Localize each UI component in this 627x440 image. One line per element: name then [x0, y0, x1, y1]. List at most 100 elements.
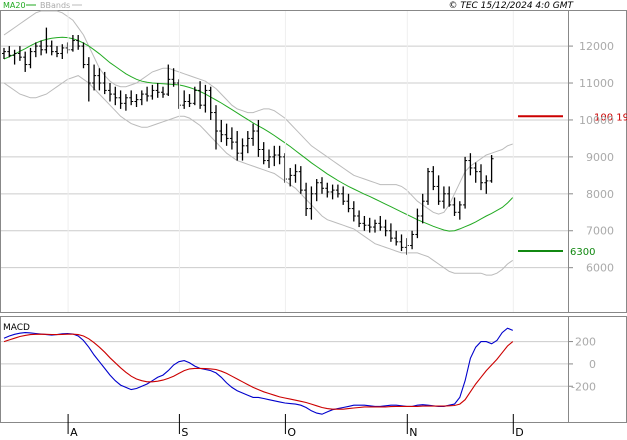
ohlc-bar — [108, 83, 112, 102]
price-grid — [1, 45, 568, 269]
ohlc-bar — [55, 46, 59, 58]
ohlc-bar — [203, 84, 208, 113]
x-tick-label: S — [181, 426, 188, 439]
macd-series — [3, 327, 514, 415]
ohlc-bar — [441, 186, 446, 209]
ohlc-bar — [33, 42, 38, 58]
ohlc-bar — [436, 175, 441, 205]
ohlc-bar — [198, 81, 203, 109]
macd-panel — [0, 316, 569, 423]
ohlc-bar — [214, 105, 218, 150]
ohlc-bar — [388, 223, 393, 242]
ohlc-bar — [362, 215, 367, 231]
legend-bbands: BBands — [40, 1, 70, 10]
ohlc-bar — [17, 46, 22, 61]
ohlc-bar — [208, 86, 213, 120]
ohlc-bar — [86, 57, 91, 102]
ohlc-bar — [192, 86, 197, 106]
ohlc-bar — [23, 51, 28, 72]
ohlc-bar — [129, 90, 134, 106]
price-axis-ticks: 6000 7000 8000 9000 10000 11000 12000 — [568, 40, 614, 275]
ohlc-bar — [166, 64, 171, 96]
ohlc-bar — [7, 46, 12, 58]
ohlc-bar — [118, 90, 123, 109]
ohlc-bar — [320, 177, 324, 194]
ohlc-bar — [235, 131, 240, 161]
ohlc-bar — [49, 40, 54, 56]
macd-axis-frame — [568, 316, 627, 423]
price-tick-label: 10000 — [579, 114, 614, 127]
macd-axis-ticks: -200 0 200 — [568, 336, 596, 393]
ohlc-bar — [357, 210, 362, 228]
ohlc-bar — [155, 83, 160, 98]
ohlc-bar — [447, 186, 452, 207]
ohlc-bar — [330, 184, 335, 200]
ohlc-bar — [145, 86, 150, 102]
ohlc-bar — [261, 142, 266, 165]
ohlc-bar — [2, 47, 6, 60]
ohlc-bar — [28, 47, 33, 69]
ohlc-bar — [410, 230, 415, 250]
ohlc-bar — [373, 219, 377, 233]
ohlc-bar — [60, 44, 65, 60]
ohlc-bar — [309, 186, 314, 220]
ohlc-bar — [81, 42, 86, 69]
ohlc-bar — [267, 149, 271, 168]
ohlc-bar — [415, 208, 420, 239]
ohlc-bar — [139, 90, 144, 106]
ohlc-bar — [367, 217, 372, 233]
ohlc-bar — [12, 49, 17, 65]
macd-tick-label: -200 — [571, 380, 596, 393]
ohlc-bar — [187, 94, 192, 108]
ohlc-bar — [399, 234, 404, 252]
macd-grid — [1, 341, 568, 387]
macd-tick-label: 200 — [575, 336, 596, 349]
legend-ma20: MA20 — [3, 1, 26, 10]
price-tick-label: 8000 — [586, 188, 614, 201]
ohlc-bar — [70, 35, 75, 52]
ohlc-bar — [484, 175, 489, 194]
ohlc-bar — [463, 156, 468, 209]
ohlc-bar — [452, 197, 457, 216]
price-tick-label: 9000 — [586, 151, 614, 164]
ohlc-bar — [102, 71, 107, 95]
ohlc-bar — [288, 167, 293, 187]
ohlc-bar — [39, 40, 44, 56]
copyright-label: © TEC 15/12/2024 4:0 GMT — [448, 1, 574, 11]
ohlc-bar — [224, 123, 229, 146]
ohlc-bar — [335, 184, 340, 198]
ohlc-bar — [457, 201, 462, 220]
macd-panel-title: MACD — [3, 323, 30, 333]
ohlc-bar — [325, 182, 330, 198]
ohlc-bar — [489, 155, 494, 183]
ohlc-bar — [277, 145, 282, 165]
ohlc-bar — [97, 68, 102, 91]
x-tick-label: A — [70, 426, 78, 439]
ohlc-bar — [113, 86, 118, 106]
ohlc-bar — [314, 179, 319, 202]
ohlc-bar — [341, 186, 346, 205]
price-tick-label: 7000 — [586, 225, 614, 238]
ohlc-bar — [76, 35, 81, 50]
ohlc-bar — [479, 164, 483, 191]
x-tick-label: O — [287, 426, 296, 439]
ohlc-bar — [229, 127, 234, 150]
ohlc-bar — [123, 94, 128, 111]
macd-lines — [3, 327, 514, 415]
ohlc-bar — [293, 164, 298, 183]
x-tick-label: N — [409, 426, 417, 439]
price-tick-label: 6000 — [586, 262, 614, 275]
ohlc-bar — [219, 119, 224, 143]
ohlc-bar — [44, 27, 49, 54]
ohlc-bar — [298, 166, 303, 194]
ohlc-bars — [2, 27, 494, 255]
ohlc-bar — [351, 201, 356, 222]
ohlc-bar — [256, 119, 261, 157]
ohlc-bar — [134, 94, 139, 108]
ohlc-bar — [272, 145, 277, 167]
x-tick-label: D — [515, 426, 523, 439]
ohlc-bar — [182, 90, 187, 109]
ohlc-bar — [378, 215, 383, 231]
